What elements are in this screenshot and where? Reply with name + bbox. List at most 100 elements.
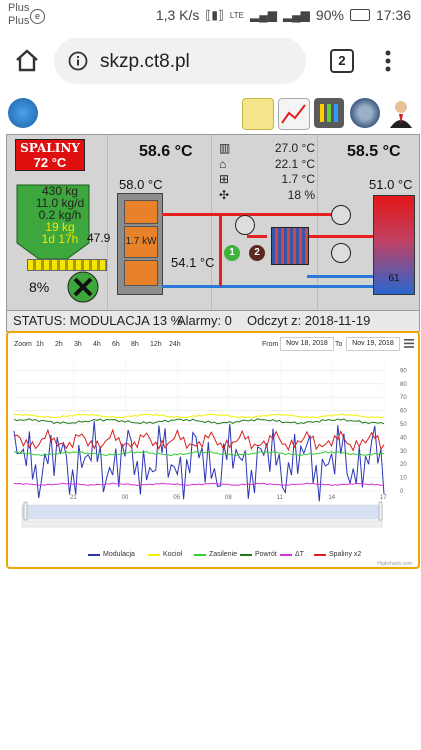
return-temp: 54.1 °C xyxy=(171,255,215,270)
boiler-inner-temp: 58.0 °C xyxy=(119,177,163,192)
zoom-6h-button[interactable]: 6h xyxy=(112,341,120,348)
tank-temp: 58.5 °C xyxy=(347,143,401,160)
legend-label: Spaliny x2 xyxy=(329,551,362,558)
highcharts-credit: Highcharts.com xyxy=(377,561,412,567)
carrier-info: Plus Plus xyxy=(8,2,29,28)
legend-swatch xyxy=(280,553,292,556)
x-tick-label: 08 xyxy=(225,495,232,501)
battery-icon xyxy=(349,9,370,21)
fuel-stock: 430 kg xyxy=(41,184,79,198)
net-speed: 1,3 K/s xyxy=(155,7,200,23)
exhaust-box: SPALINY 72 °C xyxy=(15,139,85,171)
signal-icon-2: ▂▄▆ xyxy=(282,8,310,22)
url-text: skzp.ct8.pl xyxy=(100,51,190,72)
house-icon: ⌂ xyxy=(219,156,227,171)
y-tick-label: 20 xyxy=(400,462,407,468)
feeder-screw xyxy=(27,259,107,271)
y-tick-label: 80 xyxy=(400,382,407,388)
fuel-19: 19 kg xyxy=(45,220,75,234)
line-chart[interactable]: 0 10 20 30 40 50 60 70 80 90 21 00 05 08 11 14 17 xyxy=(8,351,417,541)
heat-exchanger xyxy=(271,227,309,265)
fan-value: 18 % xyxy=(287,187,315,202)
zoom-24h-button[interactable]: 24h xyxy=(169,341,181,348)
notes-icon[interactable] xyxy=(242,98,274,130)
x-tick-label: 14 xyxy=(328,495,335,501)
lte-label: LTE xyxy=(229,10,244,20)
to-date-input[interactable]: Nov 19, 2018 xyxy=(346,337,400,351)
zoom-12h-button[interactable]: 12h xyxy=(150,341,162,348)
navigator-handle-left xyxy=(23,501,28,521)
status-right: 1,3 K/s ⟦▮⟧ LTE ▂▄▆ ▂▄▆ 90% 17:36 xyxy=(156,7,411,23)
zoom-4h-button[interactable]: 4h xyxy=(93,341,101,348)
settings-gear-icon[interactable] xyxy=(350,98,380,128)
hot-water-tank: 61 xyxy=(373,195,415,295)
y-tick-label: 60 xyxy=(400,409,407,415)
radiator-temp: 27.0 °C xyxy=(274,141,315,155)
x-tick-label: 11 xyxy=(277,495,284,501)
y-tick-label: 10 xyxy=(400,476,407,482)
legend-item[interactable]: Kocioł xyxy=(148,551,182,558)
series-line-powr-t xyxy=(13,418,385,425)
refresh-icon[interactable] xyxy=(8,98,38,128)
to-label: To xyxy=(335,341,343,348)
y-tick-label: 70 xyxy=(400,395,407,401)
navigator-scrollbar xyxy=(21,520,383,528)
boiler-temp: 58.6 °C xyxy=(139,143,193,160)
x-tick-label: 05 xyxy=(173,495,180,501)
power-value: 1.7 kW xyxy=(124,226,158,258)
battery-label: 90% xyxy=(315,7,344,23)
fan-icon xyxy=(67,271,99,303)
status-line: STATUS: MODULACJA 13 % Alarmy: 0 Odczyt … xyxy=(6,310,420,343)
fuel-hourly: 0.2 kg/h xyxy=(38,208,82,222)
alarms-text: Alarmy: 0 xyxy=(177,313,232,328)
legend-label: Zasilenie xyxy=(209,551,238,558)
tank-bottom-value: 61 xyxy=(388,273,400,284)
pump-icon-tank-top xyxy=(331,205,351,225)
y-tick-label: 0 xyxy=(400,489,404,495)
legend-item[interactable]: Zasilenie xyxy=(194,551,237,558)
sliders-icon[interactable] xyxy=(314,98,344,128)
fuel-period: 1d 17h xyxy=(41,232,79,246)
legend-item[interactable]: ΔT xyxy=(280,551,304,558)
legend-item[interactable]: Spaliny x2 xyxy=(314,551,361,558)
house-temp: 22.1 °C xyxy=(274,156,315,171)
legend-label: ΔT xyxy=(295,551,304,558)
x-tick-label: 00 xyxy=(122,495,129,501)
series-line-kocio- xyxy=(13,413,385,419)
from-label: From xyxy=(262,341,279,348)
y-tick-label: 90 xyxy=(400,368,407,374)
info-icon[interactable] xyxy=(68,51,88,71)
series-line--t xyxy=(13,482,385,487)
pump-2-badge: 2 xyxy=(249,245,265,261)
navigator-handle-right xyxy=(378,501,383,521)
browser-toolbar: skzp.ct8.pl 2 xyxy=(0,32,421,90)
exhaust-label: SPALINY xyxy=(20,141,80,155)
y-tick-label: 40 xyxy=(400,435,407,441)
carrier-1: Plus xyxy=(8,2,30,14)
user-icon[interactable] xyxy=(386,98,416,128)
chart-icon[interactable] xyxy=(278,98,310,130)
legend-item[interactable]: Modulacja xyxy=(88,551,135,558)
legend-swatch xyxy=(194,553,206,556)
zoom-3h-button[interactable]: 3h xyxy=(74,341,82,348)
address-bar[interactable]: skzp.ct8.pl xyxy=(54,38,306,84)
chart-menu-icon[interactable] xyxy=(404,339,414,348)
home-icon[interactable] xyxy=(14,48,40,72)
clock: 17:36 xyxy=(375,7,411,23)
android-status-bar: Plus Plus e 1,3 K/s ⟦▮⟧ LTE ▂▄▆ ▂▄▆ 90% … xyxy=(0,0,421,32)
tab-switcher-button[interactable]: 2 xyxy=(330,49,354,73)
window-icon: ⊞ xyxy=(219,172,230,186)
more-menu-icon[interactable] xyxy=(384,50,392,72)
series-line-spaliny-x2 xyxy=(13,428,385,452)
zoom-1h-button[interactable]: 1h xyxy=(36,341,44,348)
series-line-modulacja xyxy=(13,420,385,502)
y-tick-label: 30 xyxy=(400,449,407,455)
vibrate-icon: ⟦▮⟧ xyxy=(205,8,224,22)
from-date-input[interactable]: Nov 18, 2018 xyxy=(280,337,334,351)
legend-item[interactable]: Powrót xyxy=(240,551,277,558)
zoom-2h-button[interactable]: 2h xyxy=(55,341,63,348)
legend-swatch xyxy=(148,553,160,556)
fan-percent: 8% xyxy=(29,279,50,295)
radiator-icon: ▥ xyxy=(219,141,231,155)
zoom-8h-button[interactable]: 8h xyxy=(131,341,139,348)
